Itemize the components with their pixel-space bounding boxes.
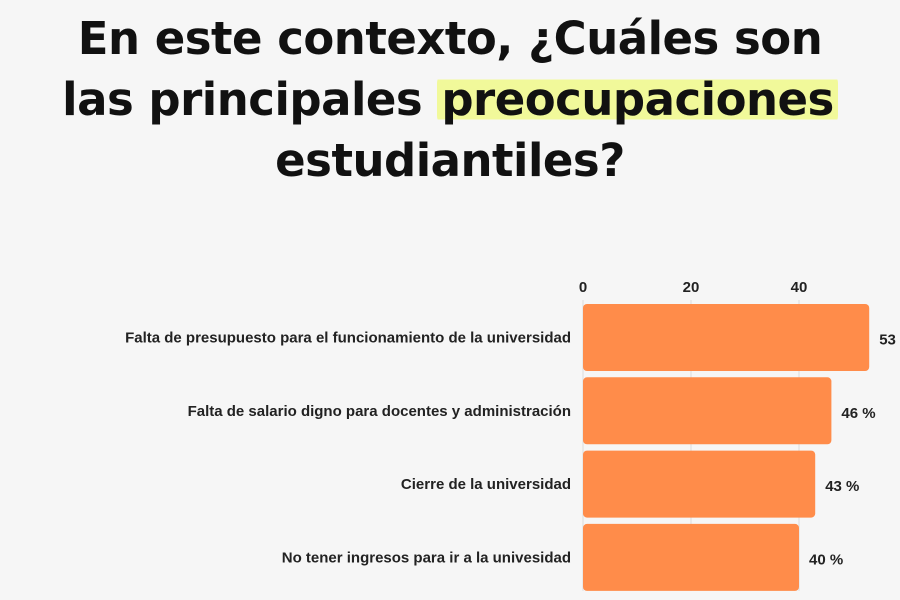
title-highlight: preocupaciones bbox=[437, 73, 838, 126]
value-label: 53 bbox=[879, 332, 896, 349]
chart-title: En este contexto, ¿Cuáles son las princi… bbox=[0, 8, 900, 191]
category-label: Falta de salario digno para docentes y a… bbox=[188, 403, 571, 420]
x-tick-label: 0 bbox=[579, 279, 587, 296]
title-line-3: estudiantiles? bbox=[275, 134, 625, 187]
category-label: Falta de presupuesto para el funcionamie… bbox=[125, 330, 571, 347]
bar bbox=[583, 304, 870, 371]
title-line-2: las principales preocupaciones bbox=[0, 69, 900, 130]
category-label: Cierre de la universidad bbox=[401, 476, 571, 493]
value-label: 40 % bbox=[809, 551, 843, 568]
bar bbox=[583, 450, 816, 518]
category-label: No tener ingresos para ir a la univesida… bbox=[282, 549, 571, 566]
bar bbox=[583, 523, 799, 591]
value-label: 43 % bbox=[825, 478, 859, 495]
bar bbox=[583, 377, 832, 445]
x-tick-label: 20 bbox=[683, 279, 700, 296]
title-line-1: En este contexto, ¿Cuáles son bbox=[77, 12, 823, 65]
value-label: 46 % bbox=[841, 405, 875, 422]
x-tick-label: 40 bbox=[791, 279, 808, 296]
